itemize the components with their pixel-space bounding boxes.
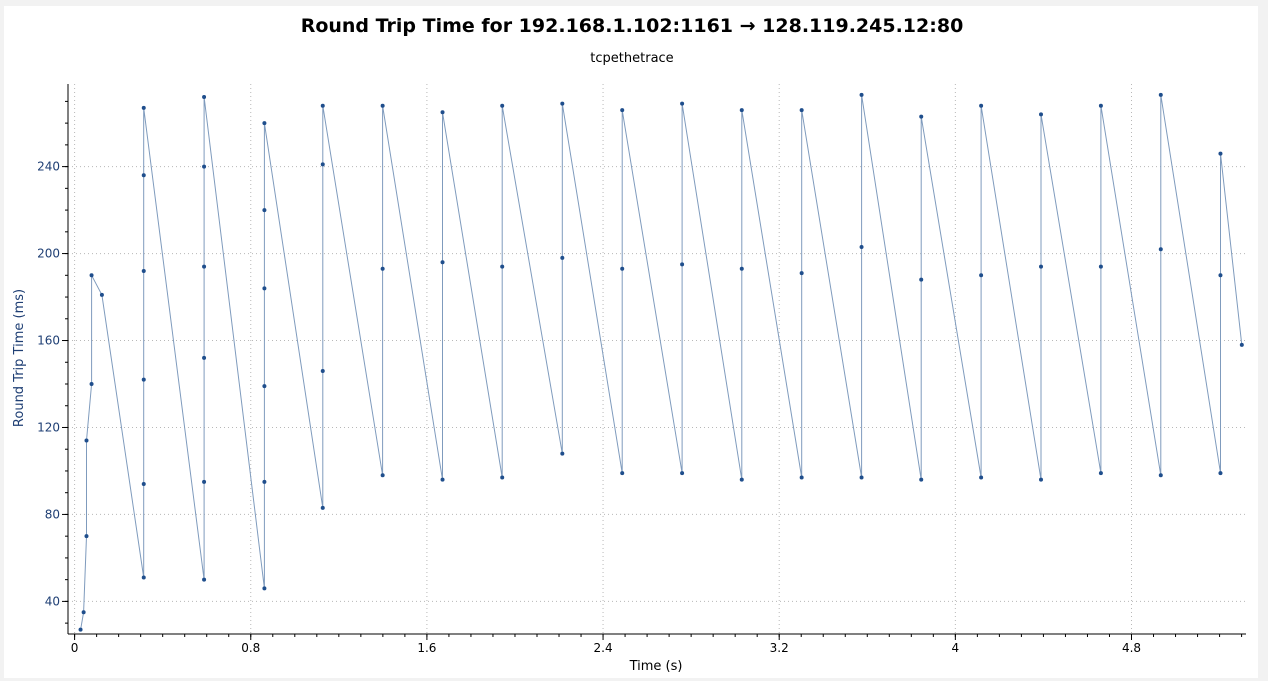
- data-point: [1239, 342, 1244, 347]
- data-point: [1218, 471, 1223, 476]
- y-tick-label: 40: [45, 594, 60, 608]
- x-tick-label: 4.8: [1122, 641, 1141, 655]
- data-point: [1218, 151, 1223, 156]
- data-point: [380, 103, 385, 108]
- data-point: [739, 477, 744, 482]
- data-point: [919, 277, 924, 282]
- data-point: [560, 451, 565, 456]
- y-tick-label: 200: [37, 247, 60, 261]
- x-tick-label: 0: [71, 641, 79, 655]
- data-point: [141, 377, 146, 382]
- x-tick-label: 0.8: [241, 641, 260, 655]
- data-point: [620, 266, 625, 271]
- data-point: [859, 475, 864, 480]
- data-point: [799, 271, 804, 276]
- data-point: [202, 355, 207, 360]
- data-point: [262, 479, 267, 484]
- data-point: [320, 368, 325, 373]
- data-point: [560, 101, 565, 106]
- data-point: [680, 471, 685, 476]
- data-point: [1098, 103, 1103, 108]
- data-point: [202, 577, 207, 582]
- chart-title: Round Trip Time for 192.168.1.102:1161 →…: [301, 15, 964, 37]
- data-point: [202, 264, 207, 269]
- data-point: [1039, 264, 1044, 269]
- data-point: [500, 475, 505, 480]
- data-point: [99, 292, 104, 297]
- series-rtt: [78, 92, 1244, 632]
- x-tick-label: 3.2: [770, 641, 789, 655]
- data-point: [84, 534, 89, 539]
- data-point: [799, 475, 804, 480]
- data-point: [202, 95, 207, 100]
- x-tick-label: 2.4: [594, 641, 613, 655]
- data-point: [1039, 112, 1044, 117]
- x-axis-label: Time (s): [629, 659, 683, 674]
- grid: [68, 84, 1246, 634]
- data-point: [141, 173, 146, 178]
- data-point: [620, 471, 625, 476]
- data-point: [1218, 273, 1223, 278]
- data-point: [262, 384, 267, 389]
- data-point: [84, 438, 89, 443]
- data-point: [262, 121, 267, 126]
- data-point: [320, 103, 325, 108]
- y-tick-label: 240: [37, 160, 60, 174]
- data-point: [500, 264, 505, 269]
- data-point: [859, 245, 864, 250]
- x-tick-label: 1.6: [417, 641, 436, 655]
- data-point: [799, 108, 804, 113]
- data-point: [500, 103, 505, 108]
- data-point: [1098, 471, 1103, 476]
- data-point: [979, 103, 984, 108]
- data-point: [1158, 92, 1163, 97]
- data-point: [262, 208, 267, 213]
- axes: 0 0.8 1.6 2.4 3.2 4 4.8 40 80 120 160 200 240: [37, 84, 1246, 655]
- data-point: [440, 110, 445, 115]
- data-point: [89, 382, 94, 386]
- data-point: [89, 273, 94, 278]
- data-point: [202, 164, 207, 169]
- data-point: [919, 114, 924, 119]
- data-point: [141, 482, 146, 486]
- data-point: [141, 575, 146, 580]
- data-point: [979, 475, 984, 480]
- y-axis-label: Round Trip Time (ms): [12, 289, 27, 427]
- data-point: [320, 162, 325, 167]
- data-point: [78, 627, 83, 632]
- data-point: [380, 266, 385, 271]
- data-point: [440, 477, 445, 482]
- chart-frame: [4, 6, 1258, 678]
- y-tick-label: 120: [37, 420, 60, 434]
- data-point: [979, 273, 984, 278]
- data-point: [141, 105, 146, 110]
- data-point: [141, 268, 146, 273]
- data-point: [560, 255, 565, 260]
- data-point: [1098, 264, 1103, 269]
- data-point: [620, 108, 625, 113]
- y-tick-label: 80: [45, 507, 60, 521]
- data-point: [739, 266, 744, 271]
- data-point: [680, 101, 685, 106]
- data-point: [1158, 473, 1163, 478]
- y-tick-label: 160: [37, 334, 60, 348]
- data-point: [919, 477, 924, 482]
- series-line: [80, 94, 1243, 630]
- data-point: [262, 286, 267, 291]
- data-point: [859, 92, 864, 97]
- chart-subtitle: tcpethetrace: [590, 51, 673, 66]
- x-tick-label: 4: [952, 641, 960, 655]
- data-point: [739, 108, 744, 113]
- data-point: [320, 505, 325, 510]
- data-point: [380, 473, 385, 478]
- data-point: [1158, 247, 1163, 252]
- data-point: [440, 260, 445, 265]
- data-point: [262, 586, 267, 591]
- data-point: [202, 479, 207, 484]
- data-point: [680, 262, 685, 267]
- data-point: [81, 610, 86, 615]
- data-point: [1039, 477, 1044, 482]
